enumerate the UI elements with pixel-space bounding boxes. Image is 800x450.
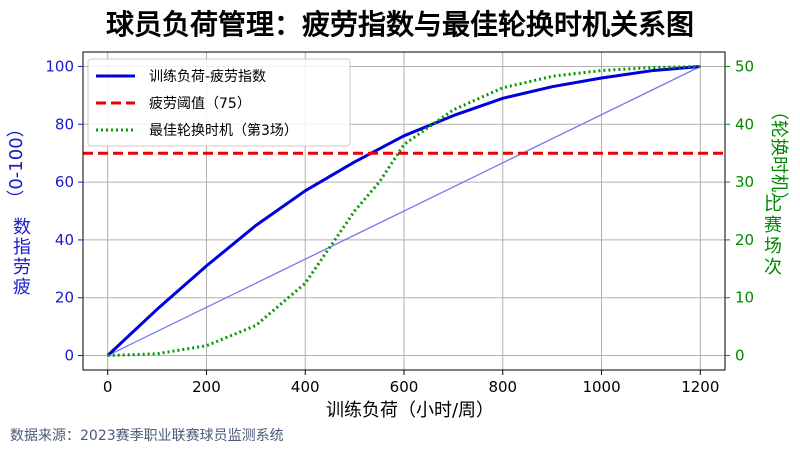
axis-label-paren: （0-100） [6, 119, 27, 207]
left-tick-label: 40 [55, 231, 74, 249]
axis-label-char: 比 [764, 194, 782, 215]
left-tick-label: 20 [55, 289, 74, 307]
left-axis-label: 疲劳指数 （0-100） [6, 119, 31, 298]
left-tick-label: 100 [45, 57, 74, 75]
x-tick-label: 800 [488, 378, 517, 396]
x-tick-label: 200 [192, 378, 221, 396]
right-tick-label: 20 [735, 231, 754, 249]
legend-box [87, 58, 351, 147]
plot-lines [83, 65, 725, 357]
x-tick-label: 0 [103, 378, 113, 396]
axis-label-char: 数 [13, 217, 31, 238]
x-tick-label: 400 [291, 378, 320, 396]
right-tick-label: 40 [735, 115, 754, 133]
legend-label-rotation: 最佳轮换时机（第3场） [149, 122, 298, 139]
x-axis-label: 训练负荷（小时/周） [326, 400, 494, 421]
axis-label-char: 疲 [13, 277, 31, 298]
right-tick-label: 50 [735, 57, 754, 75]
left-axis-ticks: 0 20 40 60 80 100 [45, 57, 83, 365]
series-line-0 [106, 65, 701, 357]
x-tick-label: 1000 [582, 378, 620, 396]
legend: 训练负荷-疲劳指数 疲劳阈值（75） 最佳轮换时机（第3场） [87, 58, 351, 147]
series-line-3 [107, 65, 701, 357]
x-tick-label: 1200 [681, 378, 719, 396]
left-tick-label: 0 [64, 347, 74, 365]
series-line-2 [107, 65, 701, 357]
x-tick-label: 600 [390, 378, 419, 396]
right-tick-label: 30 [735, 173, 754, 191]
right-tick-label: 10 [735, 289, 754, 307]
axis-label-char: 场 [764, 236, 782, 257]
axis-label-char: 劳 [13, 257, 31, 278]
chart-title: 球员负荷管理：疲劳指数与最佳轮换时机关系图 [106, 8, 694, 41]
right-tick-label: 0 [735, 347, 745, 365]
axis-label-paren: （轮换时机） [768, 102, 789, 210]
legend-label-fatigue: 训练负荷-疲劳指数 [149, 68, 266, 85]
source-note: 数据来源：2023赛季职业联赛球员监测系统 [10, 428, 284, 444]
x-axis-ticks: 0 200 400 600 800 1000 1200 [103, 370, 719, 396]
axis-label-char: 次 [764, 257, 782, 278]
right-axis-ticks: 0 10 20 30 40 50 [725, 57, 754, 365]
left-tick-label: 60 [55, 173, 74, 191]
axis-label-char: 指 [13, 237, 31, 258]
legend-label-threshold: 疲劳阈值（75） [149, 95, 251, 112]
left-tick-label: 80 [55, 115, 74, 133]
axis-label-char: 赛 [764, 215, 782, 236]
